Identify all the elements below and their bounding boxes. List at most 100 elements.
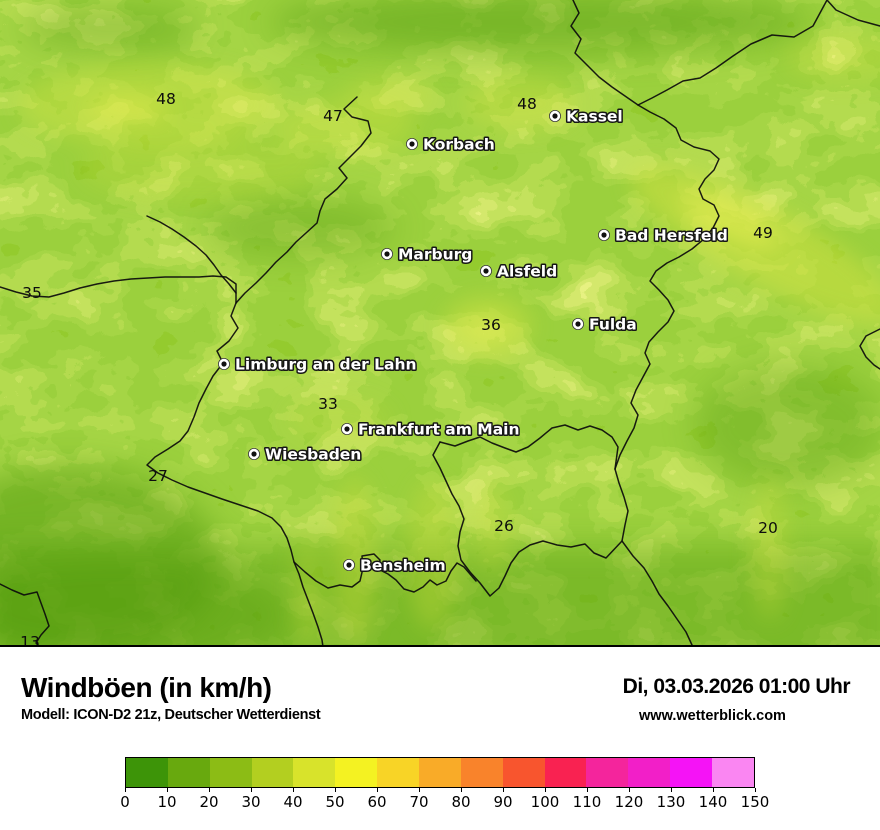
wind-value-label: 26 bbox=[494, 517, 514, 535]
city: Fulda bbox=[572, 314, 638, 335]
city: Bensheim bbox=[342, 555, 447, 576]
city-label: Kassel bbox=[566, 107, 623, 125]
state-border-path bbox=[146, 96, 372, 645]
city-marker-dot-icon bbox=[346, 562, 352, 568]
state-border-path bbox=[439, 424, 619, 470]
legend-segment bbox=[377, 758, 420, 787]
legend-tick-mark bbox=[377, 788, 378, 792]
legend-segment bbox=[126, 758, 168, 787]
legend-tick-label: 20 bbox=[199, 793, 219, 811]
city: Alsfeld bbox=[479, 261, 559, 282]
legend-tick-label: 10 bbox=[157, 793, 177, 811]
website-label: www.wetterblick.com bbox=[639, 708, 786, 724]
legend-segment bbox=[251, 758, 294, 787]
terrain-shadows bbox=[0, 0, 880, 646]
legend-segment bbox=[209, 758, 252, 787]
legend-tick-mark bbox=[587, 788, 588, 792]
city-marker-dot-icon bbox=[552, 113, 558, 119]
state-border-path bbox=[859, 328, 880, 370]
legend-tick-label: 80 bbox=[451, 793, 471, 811]
legend-tick-label: 140 bbox=[698, 793, 728, 811]
legend-segment bbox=[419, 758, 461, 787]
legend-tick-label: 40 bbox=[283, 793, 303, 811]
city-marker-dot-icon bbox=[344, 426, 350, 432]
legend-tick-label: 90 bbox=[493, 793, 513, 811]
datetime-label: Di, 03.03.2026 01:00 Uhr bbox=[622, 675, 851, 698]
legend-segment bbox=[167, 758, 210, 787]
legend-segment bbox=[544, 758, 587, 787]
city: Bad Hersfeld bbox=[598, 225, 729, 246]
legend-tick-label: 30 bbox=[241, 793, 261, 811]
wind-value-label: 33 bbox=[318, 395, 338, 413]
legend-tick-mark bbox=[503, 788, 504, 792]
wind-value-label: 35 bbox=[22, 284, 42, 302]
wind-value-label: 47 bbox=[323, 107, 343, 125]
city: Frankfurt am Main bbox=[340, 419, 521, 440]
legend-colorbar bbox=[125, 757, 755, 788]
city-label: Alsfeld bbox=[497, 262, 557, 280]
legend-tick-label: 50 bbox=[325, 793, 345, 811]
legend-tick-mark bbox=[713, 788, 714, 792]
legend-tick-mark bbox=[461, 788, 462, 792]
legend-tick-label: 70 bbox=[409, 793, 429, 811]
state-border-path bbox=[293, 553, 477, 593]
legend-tick-label: 0 bbox=[120, 793, 130, 811]
wind-value-label: 48 bbox=[156, 90, 176, 108]
city-marker-dot-icon bbox=[409, 141, 415, 147]
city-marker-dot-icon bbox=[601, 232, 607, 238]
city: Limburg an der Lahn bbox=[217, 354, 418, 375]
legend-segment bbox=[670, 758, 713, 787]
legend-segment bbox=[628, 758, 671, 787]
legend-tick-mark bbox=[293, 788, 294, 792]
legend-tick-mark bbox=[335, 788, 336, 792]
legend-segment bbox=[502, 758, 545, 787]
legend-segment bbox=[293, 758, 336, 787]
city: Korbach bbox=[405, 134, 496, 155]
city: Kassel bbox=[549, 106, 624, 127]
legend-tick-mark bbox=[671, 788, 672, 792]
legend-tick-mark bbox=[125, 788, 126, 792]
wind-value-label: 13 bbox=[20, 633, 40, 646]
legend-tick-mark bbox=[419, 788, 420, 792]
city-label: Wiesbaden bbox=[265, 445, 361, 463]
city-label: Frankfurt am Main bbox=[358, 420, 520, 438]
legend-tick-label: 60 bbox=[367, 793, 387, 811]
map-canvas: 48 47 48 49 35 36 33 27 26 20 13 Kassel Korbach Bad H… bbox=[0, 0, 880, 646]
city: Wiesbaden bbox=[247, 444, 363, 465]
city-marker-dot-icon bbox=[221, 361, 227, 367]
legend-tick-mark bbox=[209, 788, 210, 792]
legend-segment bbox=[586, 758, 629, 787]
state-border-path bbox=[146, 215, 237, 294]
city-marker-dot-icon bbox=[483, 268, 489, 274]
wind-value-label: 49 bbox=[753, 224, 773, 242]
city-label: Limburg an der Lahn bbox=[235, 355, 417, 373]
page-title: Windböen (in km/h) bbox=[21, 672, 272, 703]
map-labels-layer: 48 47 48 49 35 36 33 27 26 20 13 Kassel Korbach Bad H… bbox=[20, 90, 778, 646]
legend-segment bbox=[460, 758, 503, 787]
wind-value-label: 27 bbox=[148, 467, 168, 485]
city-label: Fulda bbox=[589, 315, 637, 333]
legend-tick-mark bbox=[629, 788, 630, 792]
city-label: Bad Hersfeld bbox=[615, 226, 728, 244]
city-marker-dot-icon bbox=[384, 251, 390, 257]
legend-segment bbox=[712, 758, 754, 787]
wind-gust-map: 48 47 48 49 35 36 33 27 26 20 13 Kassel Korbach Bad H… bbox=[0, 0, 880, 647]
state-borders bbox=[0, 0, 880, 645]
city-label: Korbach bbox=[423, 135, 495, 153]
city-marker-dot-icon bbox=[575, 321, 581, 327]
state-border-path bbox=[570, 0, 720, 542]
legend-tick-mark bbox=[167, 788, 168, 792]
state-border-path bbox=[432, 441, 693, 645]
wind-value-label: 36 bbox=[481, 316, 501, 334]
model-info: Modell: ICON-D2 21z, Deutscher Wetterdie… bbox=[21, 707, 321, 723]
wind-value-label: 20 bbox=[758, 519, 778, 537]
legend-tick-mark bbox=[755, 788, 756, 792]
city: Marburg bbox=[380, 244, 474, 265]
city-label: Marburg bbox=[398, 245, 472, 263]
state-border-path bbox=[0, 583, 50, 645]
legend-tick-label: 120 bbox=[614, 793, 644, 811]
legend-segment bbox=[335, 758, 378, 787]
state-border-path bbox=[637, 0, 880, 106]
legend-tick-mark bbox=[545, 788, 546, 792]
